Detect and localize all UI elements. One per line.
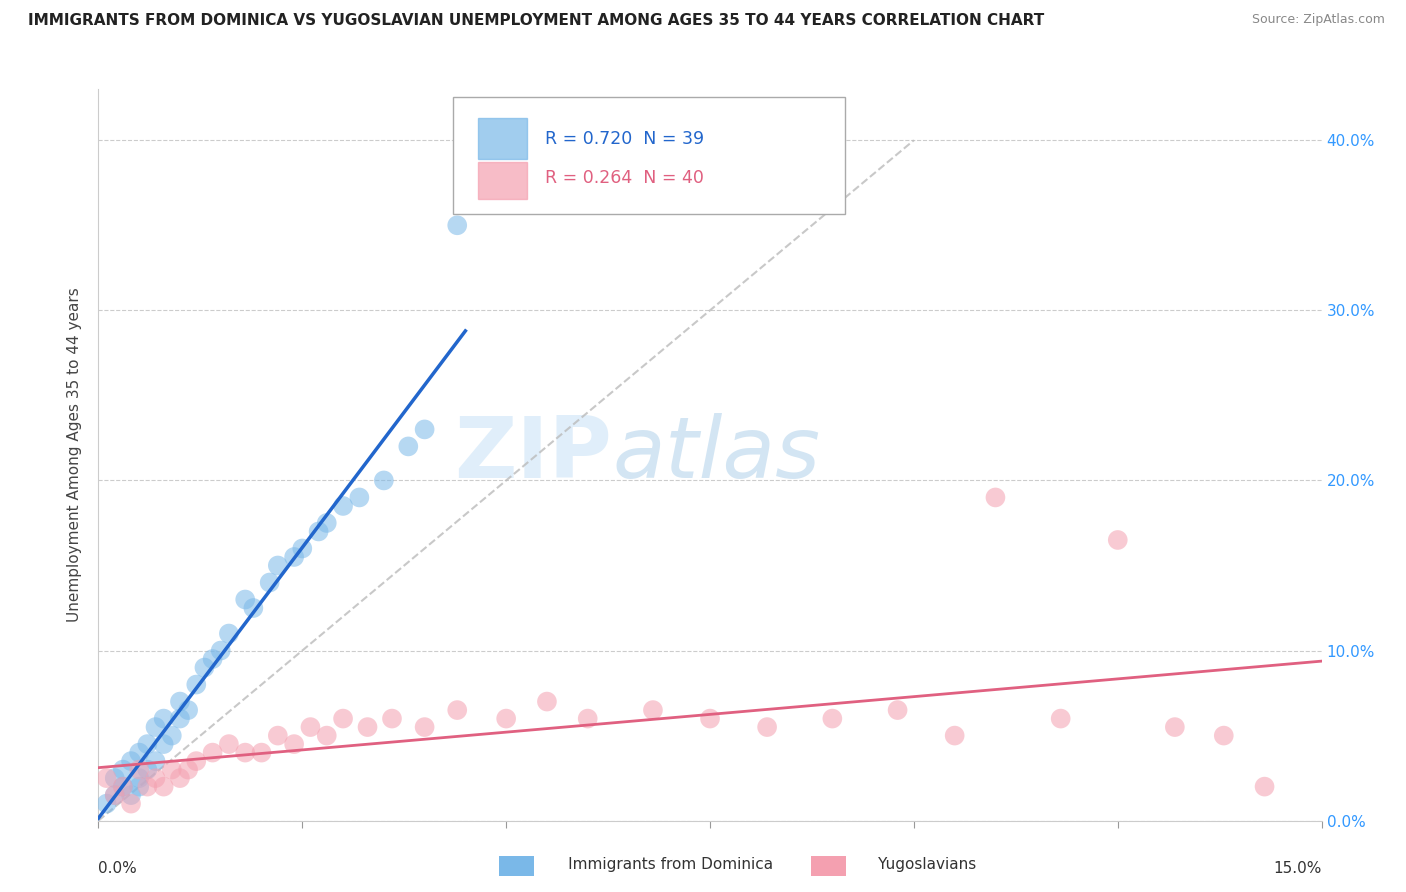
Text: Source: ZipAtlas.com: Source: ZipAtlas.com <box>1251 13 1385 27</box>
Point <box>821 712 844 726</box>
Point <box>373 474 395 488</box>
Point <box>169 695 191 709</box>
Point <box>209 643 232 657</box>
Point <box>1253 780 1275 794</box>
Point <box>259 575 281 590</box>
Point <box>943 729 966 743</box>
Point <box>1107 533 1129 547</box>
Point <box>381 712 404 726</box>
Point <box>283 737 305 751</box>
Point <box>145 720 167 734</box>
Point <box>233 592 256 607</box>
Point <box>576 712 599 726</box>
FancyBboxPatch shape <box>453 96 845 213</box>
Point <box>641 703 664 717</box>
Point <box>1212 729 1234 743</box>
Point <box>104 788 127 802</box>
Point <box>136 763 159 777</box>
Point <box>699 712 721 726</box>
Y-axis label: Unemployment Among Ages 35 to 44 years: Unemployment Among Ages 35 to 44 years <box>67 287 83 623</box>
Point <box>201 746 224 760</box>
Point <box>177 763 200 777</box>
Bar <box>478 119 526 159</box>
Point <box>446 219 468 233</box>
Bar <box>478 162 526 199</box>
Point <box>193 660 215 674</box>
Point <box>413 720 436 734</box>
Point <box>495 712 517 726</box>
Point <box>201 652 224 666</box>
Point <box>984 491 1007 505</box>
Text: R = 0.264  N = 40: R = 0.264 N = 40 <box>546 169 704 187</box>
Point <box>104 771 127 785</box>
Text: ZIP: ZIP <box>454 413 612 497</box>
Point <box>886 703 908 717</box>
Point <box>1164 720 1187 734</box>
Point <box>283 549 305 564</box>
Point <box>218 626 240 640</box>
Point <box>160 763 183 777</box>
Point <box>104 788 127 802</box>
Point <box>315 516 337 530</box>
Point <box>218 737 240 751</box>
Text: Immigrants from Dominica: Immigrants from Dominica <box>534 857 773 872</box>
Point <box>332 712 354 726</box>
Text: IMMIGRANTS FROM DOMINICA VS YUGOSLAVIAN UNEMPLOYMENT AMONG AGES 35 TO 44 YEARS C: IMMIGRANTS FROM DOMINICA VS YUGOSLAVIAN … <box>28 13 1045 29</box>
Point <box>96 797 118 811</box>
Point <box>233 746 256 760</box>
Point <box>128 763 150 777</box>
Point <box>177 703 200 717</box>
Text: 15.0%: 15.0% <box>1274 861 1322 876</box>
Point <box>186 677 208 691</box>
Point <box>308 524 330 539</box>
Point <box>120 797 142 811</box>
Point <box>152 712 174 726</box>
Point <box>315 729 337 743</box>
Point <box>169 771 191 785</box>
Text: atlas: atlas <box>612 413 820 497</box>
Text: R = 0.720  N = 39: R = 0.720 N = 39 <box>546 130 704 148</box>
Point <box>152 780 174 794</box>
Point <box>1049 712 1071 726</box>
Point <box>128 780 150 794</box>
Point <box>136 780 159 794</box>
Point <box>332 499 354 513</box>
Point <box>120 754 142 768</box>
Point <box>96 771 118 785</box>
Point <box>267 729 290 743</box>
Point <box>145 754 167 768</box>
Point <box>169 712 191 726</box>
Point <box>291 541 314 556</box>
Point <box>160 729 183 743</box>
Point <box>446 703 468 717</box>
Point <box>186 754 208 768</box>
Point <box>536 695 558 709</box>
Point <box>299 720 322 734</box>
Point <box>756 720 779 734</box>
Point <box>145 771 167 785</box>
Point <box>356 720 378 734</box>
Point <box>111 780 134 794</box>
Point <box>250 746 273 760</box>
Point <box>120 788 142 802</box>
Point <box>396 439 419 453</box>
Point <box>111 763 134 777</box>
Point <box>152 737 174 751</box>
Text: Yugoslavians: Yugoslavians <box>844 857 976 872</box>
Text: 0.0%: 0.0% <box>98 861 138 876</box>
Point <box>267 558 290 573</box>
Point <box>349 491 371 505</box>
Point <box>136 737 159 751</box>
Point <box>128 746 150 760</box>
Point <box>242 601 264 615</box>
Point <box>111 780 134 794</box>
Point <box>413 422 436 436</box>
Point <box>128 771 150 785</box>
